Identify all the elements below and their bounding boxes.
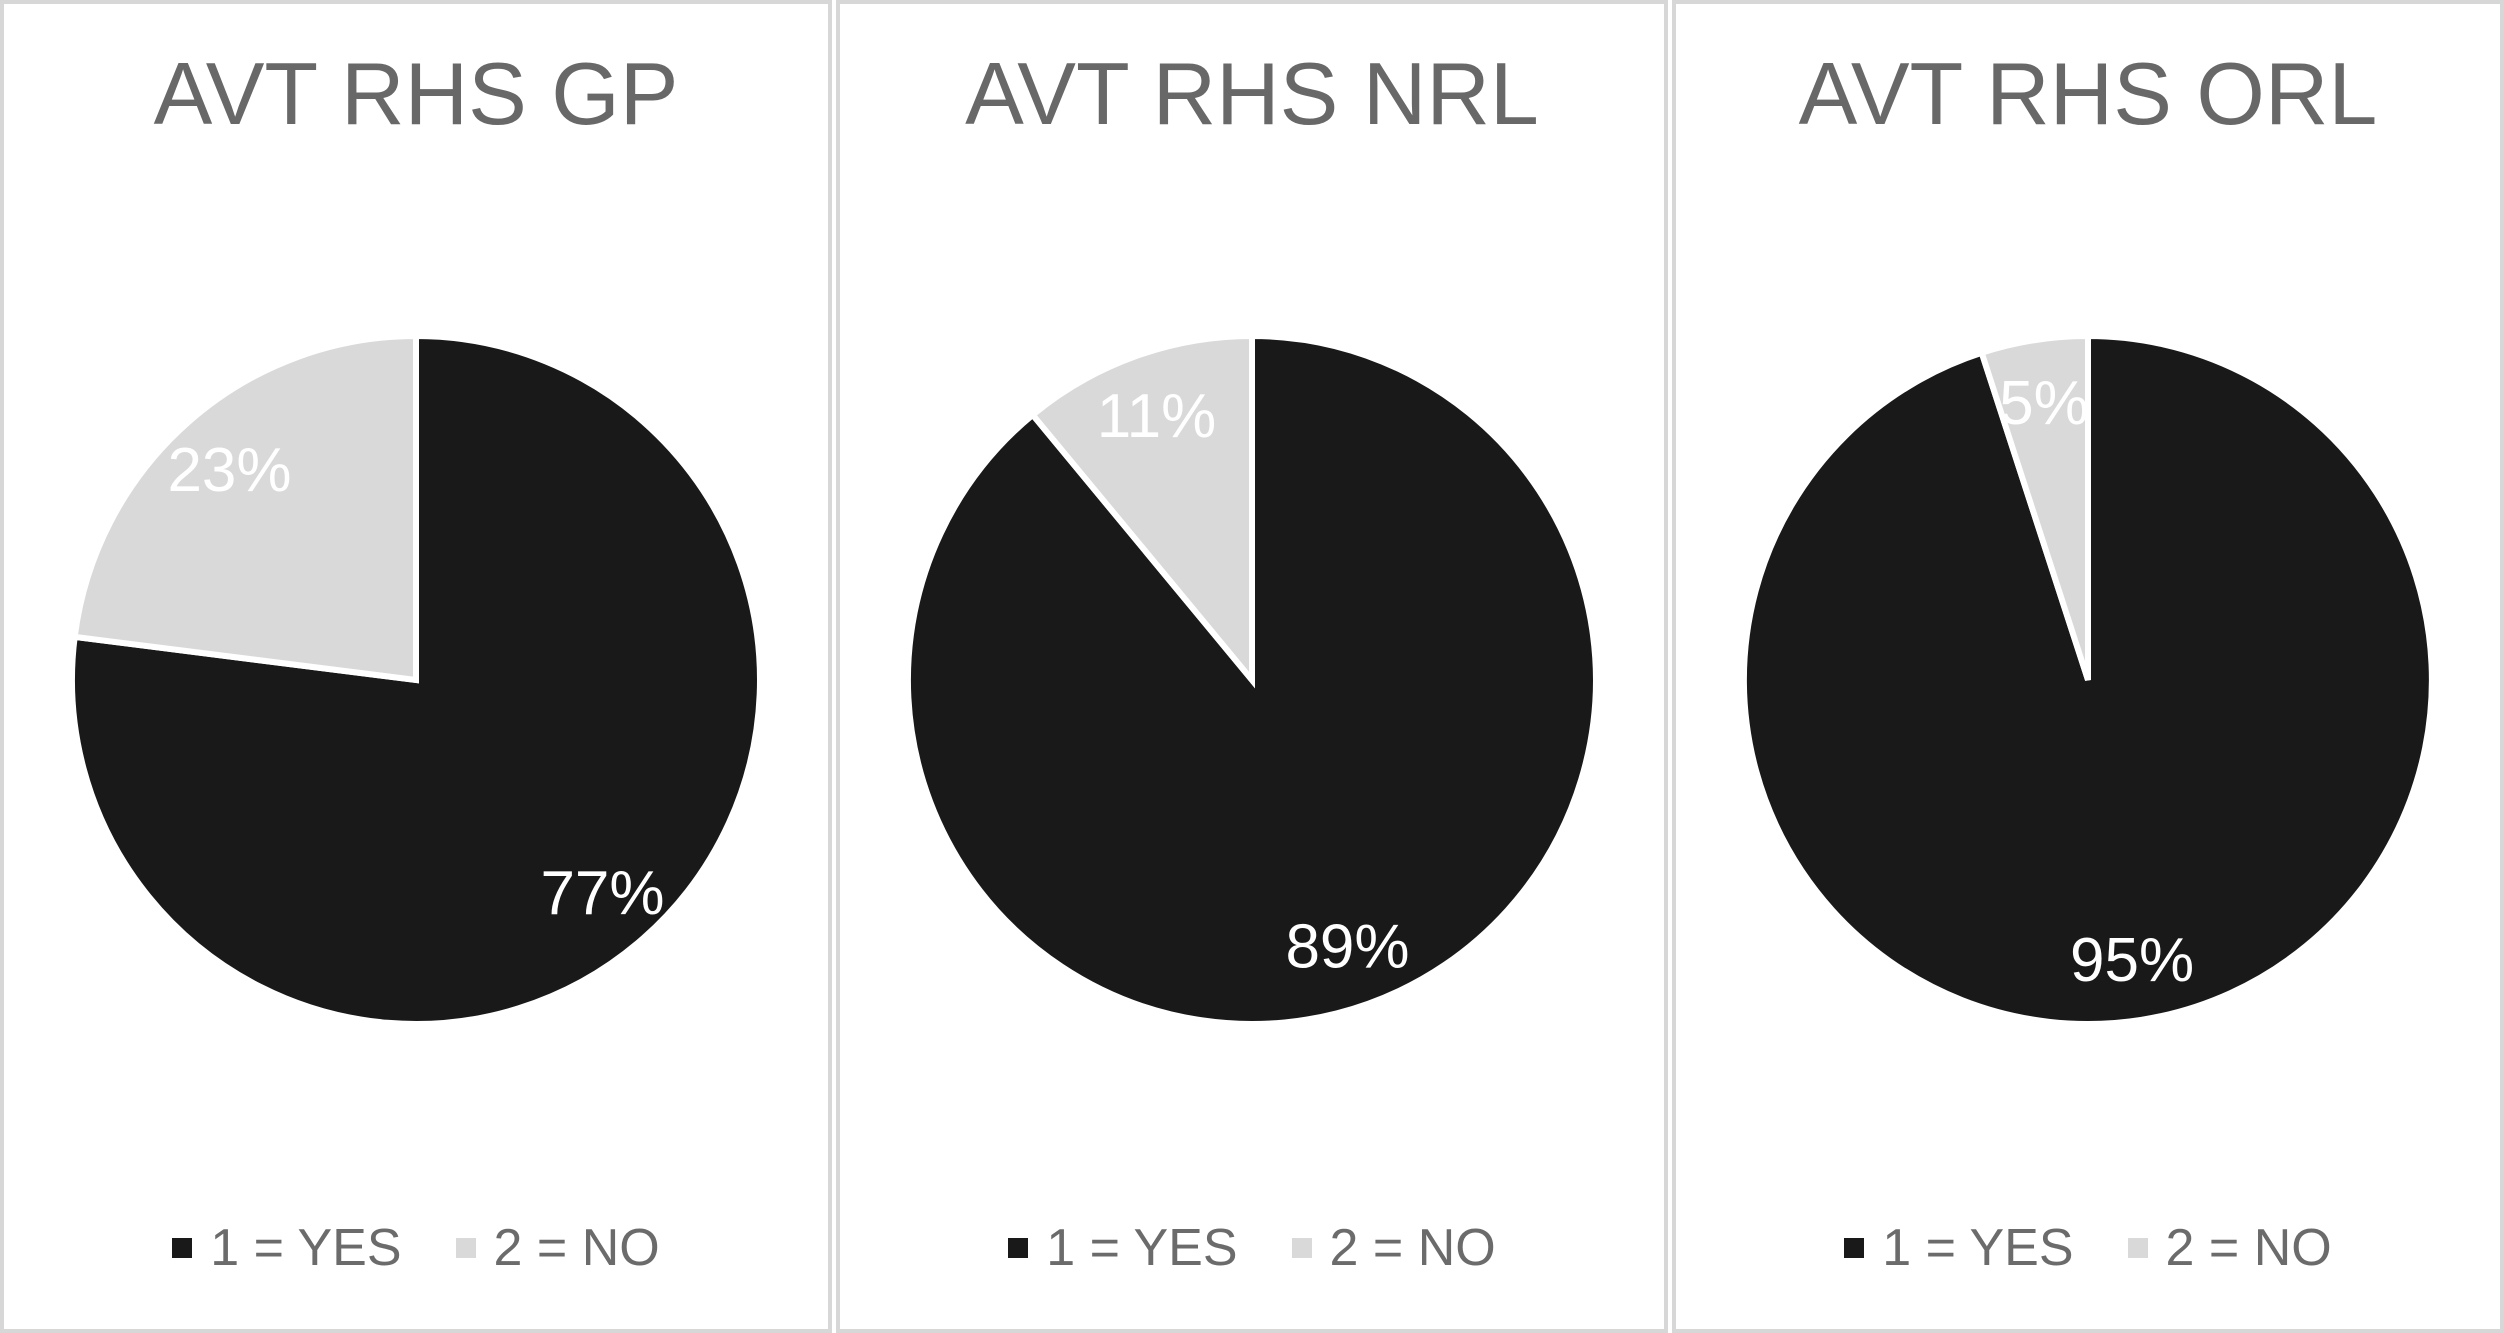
pie-data-label: 23%: [167, 436, 291, 505]
chart-panel-gp: AVT RHS GP 77% 23% 1 = YES 2 = NO: [0, 0, 832, 1333]
legend-swatch-no-icon: [455, 1238, 476, 1258]
pie-data-label: 77%: [540, 859, 664, 928]
chart-title: AVT RHS GP: [153, 44, 679, 143]
legend-swatch-yes-icon: [1844, 1238, 1865, 1258]
chart-legend: 1 = YES 2 = NO: [1676, 1218, 2500, 1278]
legend-label-no: 2 = NO: [1329, 1219, 1496, 1277]
chart-panel-nrl: AVT RHS NRL 89% 11% 1 = YES 2 = NO: [836, 0, 1668, 1333]
pie-slice: [71, 332, 419, 684]
legend-label-yes: 1 = YES: [210, 1219, 402, 1277]
pie-chart: 77% 23%: [69, 332, 763, 1027]
pie-slice: [1028, 332, 1255, 689]
pie-slice: [1977, 332, 2091, 681]
legend-swatch-no-icon: [1291, 1238, 1312, 1258]
legend-label-no: 2 = NO: [2165, 1219, 2332, 1277]
chart-title: AVT RHS NRL: [965, 44, 1539, 143]
pie-data-label: 95%: [2070, 926, 2194, 995]
legend-label-yes: 1 = YES: [1882, 1219, 2074, 1277]
legend-entry-no: 2 = NO: [455, 1219, 660, 1277]
legend-entry-yes: 1 = YES: [1844, 1219, 2074, 1277]
legend-swatch-no-icon: [2127, 1238, 2148, 1258]
pie-chart: 89% 11%: [904, 332, 1599, 1027]
legend-swatch-yes-icon: [172, 1238, 193, 1258]
legend-entry-no: 2 = NO: [2127, 1219, 2332, 1277]
legend-entry-yes: 1 = YES: [1008, 1219, 1238, 1277]
legend-label-yes: 1 = YES: [1046, 1219, 1238, 1277]
legend-label-no: 2 = NO: [493, 1219, 660, 1277]
pie-data-label: 89%: [1285, 913, 1409, 982]
chart-panel-orl: AVT RHS ORL 95% 5% 1 = YES 2 = NO: [1672, 0, 2504, 1333]
chart-legend: 1 = YES 2 = NO: [4, 1218, 828, 1278]
legend-entry-yes: 1 = YES: [172, 1219, 402, 1277]
legend-entry-no: 2 = NO: [1291, 1219, 1496, 1277]
pie-slice: [69, 332, 763, 1027]
chart-legend: 1 = YES 2 = NO: [840, 1218, 1664, 1278]
chart-title: AVT RHS ORL: [1798, 44, 2378, 143]
pie-data-label: 11%: [1097, 382, 1217, 451]
pie-chart: 95% 5%: [1740, 332, 2435, 1027]
pie-data-label: 5%: [1999, 369, 2089, 438]
legend-swatch-yes-icon: [1008, 1238, 1029, 1258]
